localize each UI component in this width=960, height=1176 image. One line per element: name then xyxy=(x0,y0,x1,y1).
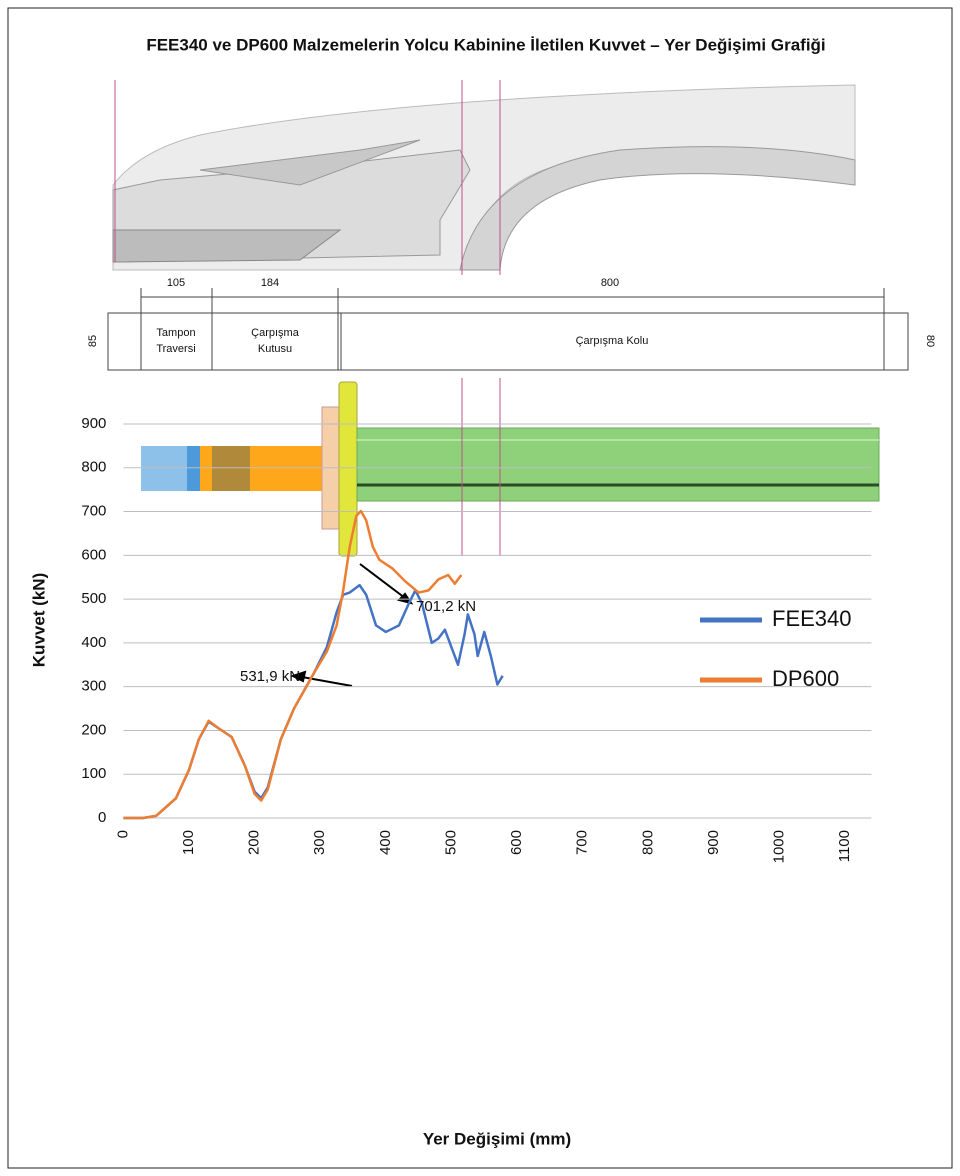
x-tick-label: 700 xyxy=(574,830,591,855)
x-axis-label: Yer Değişimi (mm) xyxy=(423,1129,571,1148)
y-tick-label: 400 xyxy=(81,634,106,651)
x-tick-label: 900 xyxy=(705,830,722,855)
dimension-label: 105 xyxy=(167,277,185,289)
x-tick-label: 800 xyxy=(639,830,656,855)
part-label: Çarpışma Kolu xyxy=(576,335,649,347)
x-tick-label: 400 xyxy=(377,830,394,855)
chart-title: FEE340 ve DP600 Malzemelerin Yolcu Kabin… xyxy=(146,35,825,54)
part-label: Çarpışma xyxy=(251,327,300,339)
x-tick-label: 500 xyxy=(442,830,459,855)
y-tick-label: 800 xyxy=(81,459,106,476)
y-tick-label: 0 xyxy=(98,809,106,826)
legend-label: FEE340 xyxy=(772,606,852,631)
chart: FEE340 ve DP600 Malzemelerin Yolcu Kabin… xyxy=(0,0,960,1176)
y-tick-label: 700 xyxy=(81,503,106,520)
part-label: Traversi xyxy=(156,343,195,355)
x-tick-label: 1000 xyxy=(771,830,788,863)
part-label: Tampon xyxy=(156,327,195,339)
x-tick-label: 1100 xyxy=(836,830,853,862)
x-tick-label: 300 xyxy=(311,830,328,855)
x-tick-label: 200 xyxy=(246,830,263,855)
height-label: 85 xyxy=(87,335,99,347)
part-label: Kutusu xyxy=(258,343,292,355)
x-tick-label: 0 xyxy=(114,830,131,838)
x-tick-label: 100 xyxy=(180,830,197,855)
y-tick-label: 900 xyxy=(81,415,106,432)
x-tick-label: 600 xyxy=(508,830,525,855)
y-tick-label: 200 xyxy=(81,721,106,738)
height-label: 80 xyxy=(924,335,936,347)
annotation: 701,2 kN xyxy=(416,598,476,615)
y-tick-label: 100 xyxy=(81,765,106,782)
annotation: 531,9 kN xyxy=(240,668,300,685)
dimension-label: 184 xyxy=(261,277,279,289)
dimension-label: 800 xyxy=(601,277,619,289)
y-tick-label: 500 xyxy=(81,590,106,607)
y-tick-label: 300 xyxy=(81,678,106,695)
y-axis-label: Kuvvet (kN) xyxy=(29,573,48,667)
legend-label: DP600 xyxy=(772,666,839,691)
y-tick-label: 600 xyxy=(81,546,106,563)
